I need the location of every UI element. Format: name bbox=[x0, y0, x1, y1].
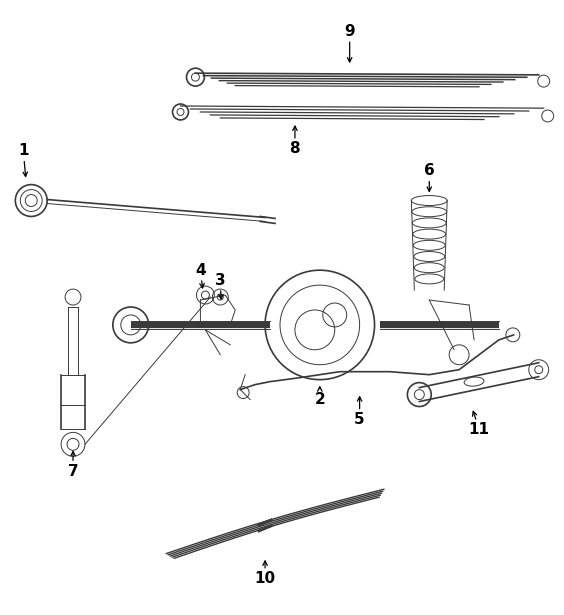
Text: 5: 5 bbox=[354, 412, 365, 427]
Text: 7: 7 bbox=[68, 464, 78, 478]
Text: 1: 1 bbox=[18, 143, 29, 158]
Text: 10: 10 bbox=[254, 571, 276, 586]
Text: 4: 4 bbox=[195, 263, 206, 278]
Text: 8: 8 bbox=[290, 141, 300, 156]
Text: 6: 6 bbox=[424, 163, 435, 178]
Text: 11: 11 bbox=[469, 422, 490, 437]
Ellipse shape bbox=[464, 377, 484, 386]
Text: 2: 2 bbox=[315, 392, 325, 407]
Text: 9: 9 bbox=[345, 24, 355, 39]
Text: 3: 3 bbox=[215, 272, 226, 288]
